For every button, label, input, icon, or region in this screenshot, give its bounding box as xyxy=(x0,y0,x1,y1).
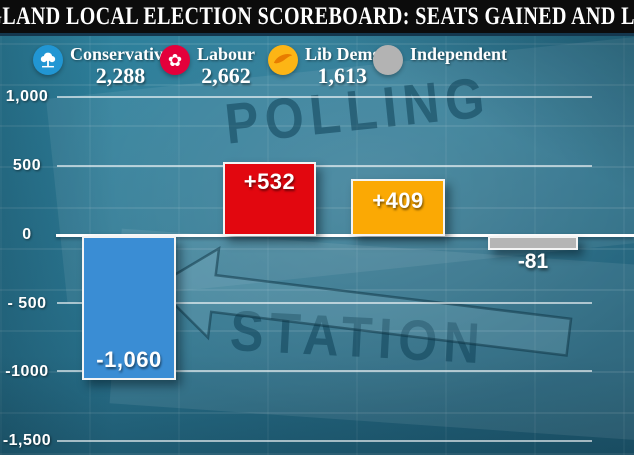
bar-value-libdems: +409 xyxy=(372,188,424,213)
bar-labour: +532 xyxy=(223,162,316,236)
independent-circle-icon xyxy=(373,45,403,75)
libdems-bird-icon xyxy=(268,45,298,75)
legend-item-labour: ✿ Labour 2,662 xyxy=(160,44,255,87)
left-arrow-icon xyxy=(153,245,573,357)
legend-total-libdems: 1,613 xyxy=(317,63,368,88)
page-title: ENGLAND LOCAL ELECTION SCOREBOARD: SEATS… xyxy=(0,2,634,30)
ytick-neg1000: -1000 xyxy=(5,363,49,380)
bar-value-labour: +532 xyxy=(243,169,296,194)
bar-libdems: +409 xyxy=(351,179,445,236)
legend-total-conservative: 2,288 xyxy=(95,63,146,88)
bar-conservative: -1,060 xyxy=(82,236,176,380)
legend-label-labour: Labour xyxy=(197,44,256,64)
gridline-500 xyxy=(57,165,592,167)
legend-total-labour: 2,662 xyxy=(201,63,251,88)
legend-item-libdems: Lib Dems 1,613 xyxy=(268,44,380,87)
ytick-500: 500 xyxy=(12,157,42,174)
bar-value-conservative: -1,060 xyxy=(96,347,162,372)
labour-rose-icon: ✿ xyxy=(160,45,190,75)
ytick-neg500: - 500 xyxy=(7,295,47,312)
bar-value-independent: -81 xyxy=(517,250,549,273)
ytick-neg1500: -1,500 xyxy=(2,432,52,449)
gridline-1000 xyxy=(57,96,592,98)
gridline-neg500 xyxy=(57,302,592,304)
legend-label-conservative: Conservative xyxy=(70,44,171,64)
legend-item-conservative: Conservative 2,288 xyxy=(33,44,171,87)
bar-independent xyxy=(488,236,578,250)
ytick-1000: 1,000 xyxy=(5,88,49,105)
legend-label-independent: Independent xyxy=(410,44,508,64)
header-bar: ENGLAND LOCAL ELECTION SCOREBOARD: SEATS… xyxy=(0,0,634,36)
zero-axis-line xyxy=(56,234,634,237)
gridline-neg1500 xyxy=(57,440,592,442)
conservative-tree-icon xyxy=(33,45,63,75)
legend-item-independent: Independent xyxy=(373,44,507,75)
gridline-neg1000 xyxy=(57,370,592,372)
legend-label-libdems: Lib Dems xyxy=(305,44,380,64)
ytick-0: 0 xyxy=(22,226,32,243)
